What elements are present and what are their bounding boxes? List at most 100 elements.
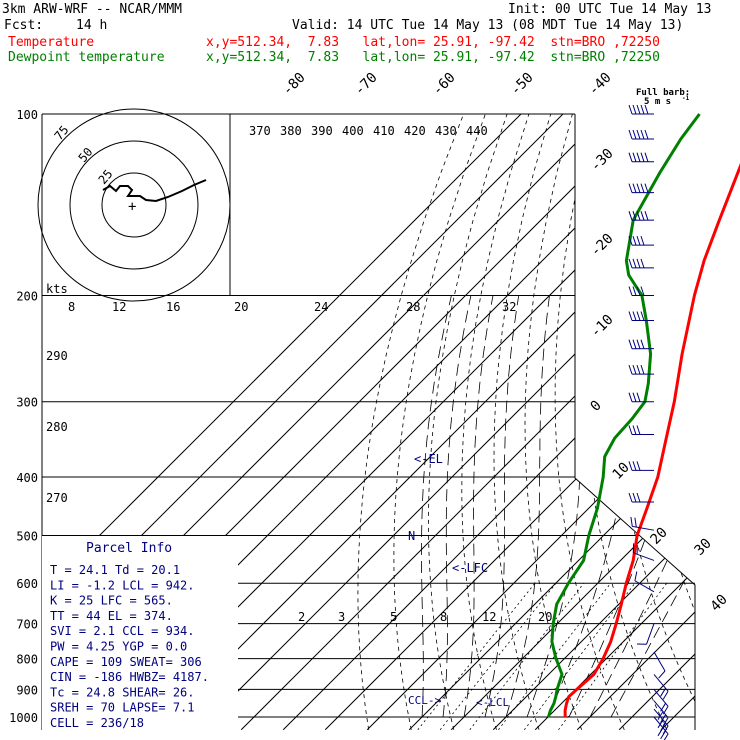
wind-barb-150 [628, 211, 655, 221]
barb-flag [628, 311, 633, 321]
theta-label-290: 290 [46, 349, 68, 363]
barb-staff [653, 651, 666, 672]
barb-flag [628, 286, 633, 296]
dewpoint-legend: Dewpoint temperature [8, 50, 165, 65]
wind-barb-120 [628, 152, 655, 163]
hodograph-ring-2 [37, 108, 231, 302]
barb-flag [632, 152, 637, 162]
pressure-label-700: 700 [16, 618, 38, 632]
wind-barb-200 [628, 286, 655, 297]
barb-flag [632, 461, 637, 471]
isotherm--60 [198, 114, 695, 730]
barb-flag [640, 152, 645, 162]
temperature-location: x,y=512.34, 7.83 lat,lon= 25.91, -97.42 … [206, 35, 660, 50]
parcel-info-row: SREH = 70 LAPSE= 7.1 [50, 701, 195, 715]
barb-flag [628, 183, 633, 193]
moist-adiabat-0 [463, 295, 494, 718]
dewpoint-location: x,y=512.34, 7.83 lat,lon= 25.91, -97.42 … [206, 50, 660, 65]
parcel-info-row: CAPE = 109 SWEAT= 306 [50, 655, 202, 669]
dry-adiabat-370 [717, 114, 740, 730]
barb-flag [628, 492, 633, 503]
wind-barb-110 [628, 129, 655, 140]
barb-flag [636, 492, 641, 503]
barb-flag [636, 104, 641, 115]
barb-flag [628, 461, 633, 471]
isotherm-label-40: 40 [708, 592, 731, 615]
parcel-info-box: Parcel Info T = 24.1 Td = 20.1LI = -1.2 L… [42, 536, 238, 730]
barb-flag [632, 311, 637, 321]
parcel-info-row: TT = 44 EL = 374. [50, 609, 173, 623]
barb-flag [628, 425, 633, 435]
isotherm-label--20: -20 [588, 231, 617, 260]
barb-flag [632, 235, 637, 246]
barb-staff [633, 552, 655, 561]
barb-flag [636, 311, 641, 321]
moist-adiabat-35 [610, 295, 695, 718]
theta-label-420: 420 [404, 124, 426, 138]
parcel-info-row: SVI = 2.1 CCL = 934. [50, 624, 195, 638]
dewpoint-profile [546, 113, 701, 718]
hodograph-ring-0 [101, 172, 167, 238]
theta-label-270: 270 [46, 491, 68, 505]
annotation-0: <-EL [414, 452, 443, 466]
barb-flag [640, 311, 645, 321]
wind-barb-300 [628, 392, 655, 403]
moist-adiabat--5 [442, 295, 472, 718]
dry-adiabat-280 [461, 114, 530, 730]
dry-adiabat-260 [393, 114, 486, 730]
mixing-ratio-3 [439, 582, 557, 730]
speed-label-28: 28 [406, 300, 420, 314]
barb-staff [646, 623, 655, 645]
hodograph-trace [102, 179, 207, 203]
model-title: 3km ARW-WRF -- NCAR/MMM [2, 2, 183, 17]
isotherm--10 [408, 114, 695, 730]
barb-flag [644, 152, 649, 162]
isotherm-label--40: -40 [586, 70, 615, 99]
barb-flag [636, 425, 641, 435]
barb-flag [644, 129, 649, 140]
barb-flag [628, 104, 633, 115]
pressure-label-1000: 1000 [9, 711, 38, 725]
barb-flag [636, 286, 641, 296]
pressure-label-800: 800 [16, 653, 38, 667]
wind-barb-490 [630, 516, 655, 531]
barb-flag [640, 129, 645, 140]
wind-barb-700 [636, 623, 655, 645]
wind-barb-620 [634, 571, 655, 593]
pressure-label-200: 200 [16, 290, 38, 304]
parcel-info-row: PW = 4.25 YGP = 0.0 [50, 640, 187, 654]
parcel-info-row: Tc = 24.8 SHEAR= 26. [50, 685, 195, 699]
barb-staff [632, 525, 655, 531]
barb-staff [634, 580, 655, 593]
barb-flag [632, 286, 637, 296]
parcel-info-title: Parcel Info [86, 541, 172, 556]
isotherm-label--80: -80 [280, 70, 309, 99]
annotation-3: <-LCL [476, 696, 509, 709]
pressure-label-300: 300 [16, 396, 38, 410]
barb-flag [628, 339, 633, 349]
theta-label-390: 390 [311, 124, 333, 138]
barb-flag [632, 258, 637, 269]
isotherm-40 [618, 114, 695, 730]
hodograph-ring-label-25: 25 [96, 167, 116, 187]
pressure-label-100: 100 [16, 108, 38, 122]
speed-label-16: 16 [166, 300, 180, 314]
mixing-ratio-label-5: 5 [390, 610, 397, 624]
hodograph-ring-1 [69, 140, 199, 270]
dry-adiabat-310 [554, 114, 625, 730]
mixing-ratio-5 [469, 582, 585, 730]
isotherm-label--50: -50 [508, 70, 537, 99]
barb-flag [636, 152, 641, 162]
barb-flag [634, 571, 638, 581]
theta-label-400: 400 [342, 124, 364, 138]
mixing-ratio-2 [417, 582, 536, 730]
barb-flag [640, 258, 645, 269]
parcel-info-background [42, 536, 238, 730]
barb-flag [632, 425, 637, 435]
barb-flag [657, 719, 664, 729]
dry-adiabat-270 [428, 114, 508, 730]
fcst-value: 14 h [76, 18, 108, 33]
barb-legend-exponent: -1 [682, 95, 690, 102]
wind-barb-100 [628, 104, 654, 115]
